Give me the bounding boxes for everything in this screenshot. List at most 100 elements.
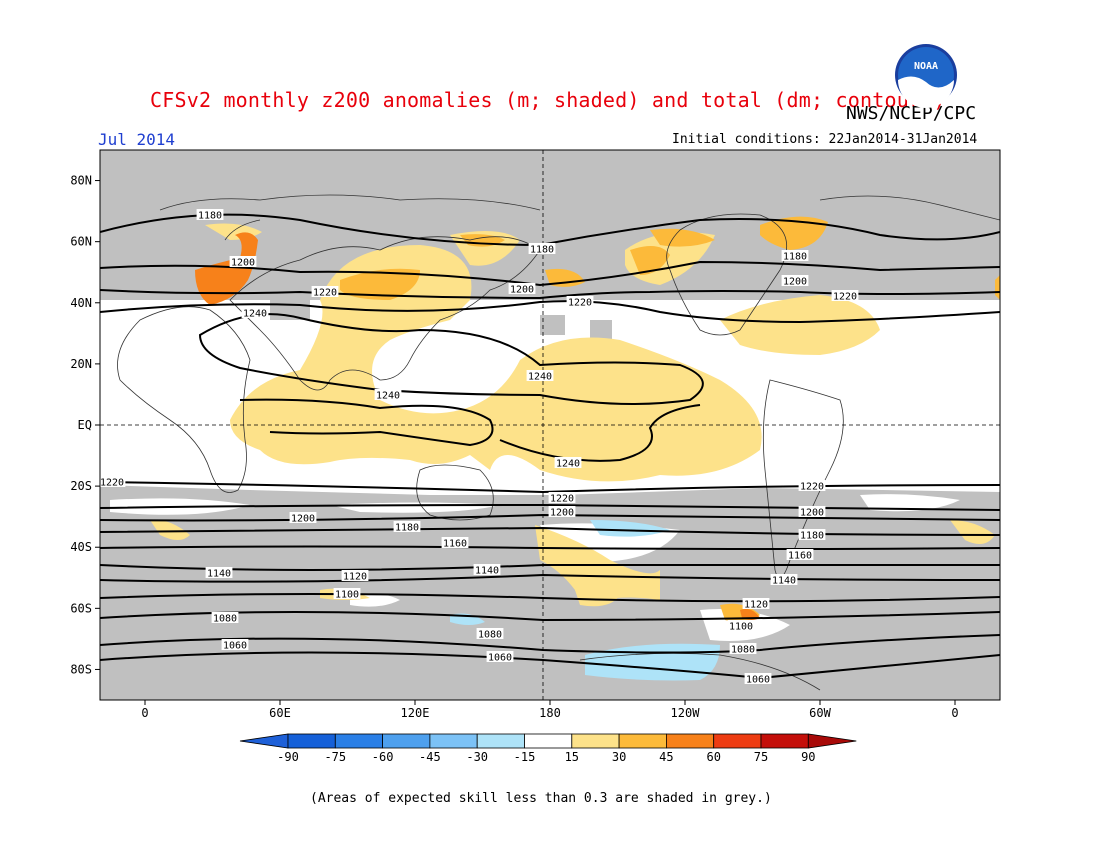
contour-label-bg bbox=[196, 209, 224, 220]
contour-label: 1200 bbox=[550, 508, 574, 519]
colorbar-label: 30 bbox=[612, 750, 626, 764]
colorbar-swatch bbox=[760, 733, 809, 749]
contour-label-bg bbox=[781, 275, 809, 286]
contour-label: 1200 bbox=[291, 514, 315, 525]
colorbar-swatch bbox=[334, 733, 383, 749]
initial-conditions-label: Initial conditions: 22Jan2014-31Jan2014 bbox=[672, 132, 978, 147]
contour-label-bg bbox=[831, 290, 859, 301]
colorbar: -90 -75 -60 -45 -30 -15 15 30 45 60 75 90 bbox=[239, 733, 857, 764]
contour-label: 1180 bbox=[395, 523, 419, 534]
lat-tick-label: 60N bbox=[70, 235, 92, 249]
contour-label-bg bbox=[742, 598, 770, 609]
lon-tick-label: 60W bbox=[809, 706, 831, 720]
contour-label: 1100 bbox=[335, 590, 359, 601]
noaa-logo-text: NOAA bbox=[914, 61, 938, 72]
lon-tick-label: 120W bbox=[671, 706, 701, 720]
contour-label-bg bbox=[548, 506, 576, 517]
contour-label: 1220 bbox=[568, 298, 592, 309]
contour-label-bg bbox=[729, 643, 757, 654]
contour-label-bg bbox=[770, 574, 798, 585]
chart-title: CFSv2 monthly z200 anomalies (m; shaded)… bbox=[150, 88, 946, 112]
contour-label: 1180 bbox=[800, 531, 824, 542]
colorbar-label: 75 bbox=[754, 750, 768, 764]
contour-label-bg bbox=[229, 256, 257, 267]
contour-label-bg bbox=[341, 570, 369, 581]
lon-tick-label: 180 bbox=[539, 706, 561, 720]
contour-label-bg bbox=[241, 307, 269, 318]
lat-tick-label: 80N bbox=[70, 174, 92, 188]
contour-label-bg bbox=[798, 529, 826, 540]
lon-tick-label: 0 bbox=[951, 706, 958, 720]
latitude-axis: 80N 60N 40N 20N EQ 20S 40S 60S 80S bbox=[70, 174, 100, 676]
colorbar-swatch bbox=[287, 733, 336, 749]
contour-label-bg bbox=[441, 537, 469, 548]
contour-label: 1180 bbox=[783, 252, 807, 263]
contour-label-bg bbox=[100, 476, 126, 487]
contour-label-bg bbox=[744, 673, 772, 684]
colorbar-label: 90 bbox=[801, 750, 815, 764]
colorbar-label: 15 bbox=[565, 750, 579, 764]
colorbar-swatch bbox=[524, 733, 573, 749]
longitude-axis: 0 60E 120E 180 120W 60W 0 bbox=[141, 700, 959, 720]
contour-label: 1220 bbox=[100, 478, 124, 489]
lat-tick-label: EQ bbox=[78, 418, 92, 432]
lat-tick-label: 60S bbox=[70, 601, 92, 615]
lat-tick-label: 20S bbox=[70, 479, 92, 493]
colorbar-label: 45 bbox=[659, 750, 673, 764]
contour-label: 1240 bbox=[528, 372, 552, 383]
lat-tick-label: 80S bbox=[70, 662, 92, 676]
contour-label-bg bbox=[476, 628, 504, 639]
contour-labels: 1180 1200 1220 1240 1240 1240 1240 1220 1220 1200… bbox=[100, 209, 859, 686]
contour-label-bg bbox=[374, 389, 402, 400]
contour-label-bg bbox=[554, 457, 582, 468]
contour-label: 1120 bbox=[343, 572, 367, 583]
colorbar-label: -75 bbox=[324, 750, 346, 764]
contour-label-bg bbox=[786, 549, 814, 560]
colorbar-low-arrow bbox=[239, 733, 289, 749]
contour-label-bg bbox=[333, 588, 361, 599]
contour-label: 1180 bbox=[530, 245, 554, 256]
contour-label-bg bbox=[798, 506, 826, 517]
lon-tick-label: 60E bbox=[269, 706, 291, 720]
lat-tick-label: 40N bbox=[70, 296, 92, 310]
positive-anomaly-30-45 bbox=[340, 216, 1000, 622]
colorbar-swatch bbox=[429, 733, 478, 749]
contour-label: 1060 bbox=[488, 653, 512, 664]
colorbar-high-arrow bbox=[807, 733, 857, 749]
contour-label: 1240 bbox=[376, 391, 400, 402]
contour-label-bg bbox=[508, 283, 536, 294]
contour-label: 1080 bbox=[478, 630, 502, 641]
issuer-label: NWS/NCEP/CPC bbox=[846, 103, 977, 124]
contour-label-bg bbox=[473, 564, 501, 575]
contour-label: 1240 bbox=[556, 459, 580, 470]
colorbar-swatch bbox=[713, 733, 762, 749]
colorbar-label: -30 bbox=[466, 750, 488, 764]
contour-label-bg bbox=[727, 620, 755, 631]
contour-label: 1220 bbox=[550, 494, 574, 505]
contour-label-bg bbox=[486, 651, 514, 662]
colorbar-label: -45 bbox=[419, 750, 441, 764]
contour-label-bg bbox=[566, 296, 594, 307]
contour-label-bg bbox=[528, 243, 556, 254]
contour-label: 1220 bbox=[833, 292, 857, 303]
contour-label-bg bbox=[311, 286, 339, 297]
contour-label-bg bbox=[548, 492, 576, 503]
contour-label-bg bbox=[205, 567, 233, 578]
colorbar-swatch bbox=[666, 733, 715, 749]
contour-label-bg bbox=[526, 370, 554, 381]
colorbar-swatch bbox=[476, 733, 525, 749]
contour-label: 1200 bbox=[783, 277, 807, 288]
colorbar-label: 60 bbox=[706, 750, 720, 764]
contour-label: 1060 bbox=[746, 675, 770, 686]
lat-tick-label: 20N bbox=[70, 357, 92, 371]
valid-month-label: Jul 2014 bbox=[98, 130, 176, 149]
map-panel: 1180 1200 1220 1240 1240 1240 1240 1220 1220 1200… bbox=[100, 150, 1000, 700]
contour-label: 1160 bbox=[788, 551, 812, 562]
contour-label: 1140 bbox=[207, 569, 231, 580]
contour-label-bg bbox=[798, 480, 826, 491]
contour-label: 1200 bbox=[510, 285, 534, 296]
contour-label: 1200 bbox=[800, 508, 824, 519]
contour-label-bg bbox=[393, 521, 421, 532]
contour-label: 1160 bbox=[443, 539, 467, 550]
colorbar-swatch bbox=[571, 733, 620, 749]
